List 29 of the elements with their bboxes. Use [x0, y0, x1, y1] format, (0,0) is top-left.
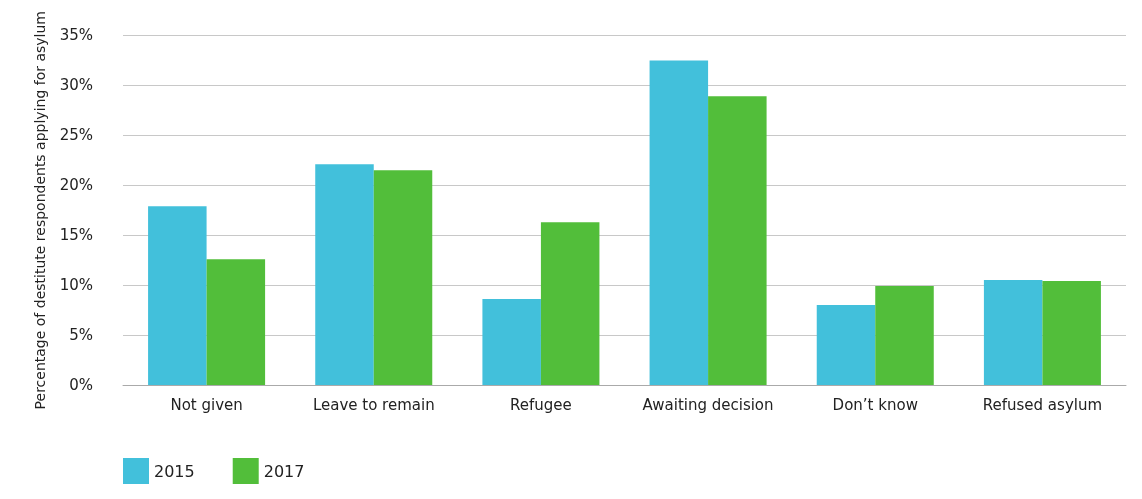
bar	[1042, 281, 1101, 385]
bar	[816, 305, 876, 385]
y-tick-label: 0%	[69, 376, 93, 394]
bar	[875, 286, 934, 385]
y-tick-label: 10%	[59, 276, 93, 295]
y-tick-label: 5%	[69, 326, 93, 345]
y-tick-label: 20%	[59, 176, 93, 195]
bar	[482, 299, 541, 385]
y-tick-label: 35%	[59, 26, 93, 45]
bar	[315, 164, 374, 385]
x-tick-label: Leave to remain	[312, 395, 435, 414]
x-tick-label: Not given	[170, 395, 243, 414]
bar	[148, 206, 207, 385]
bar	[373, 170, 433, 385]
legend-label: 2017	[263, 461, 305, 481]
y-tick-label: 15%	[59, 226, 93, 245]
bar	[983, 280, 1043, 385]
x-tick-label: Don’t know	[832, 395, 918, 414]
y-axis-title: Percentage of destitute respondents applying for asylum	[31, 11, 48, 410]
bar	[540, 222, 600, 385]
bar	[206, 259, 266, 385]
x-tick-label: Awaiting decision	[642, 395, 774, 414]
legend-label: 2015	[154, 461, 195, 481]
x-tick-label: Refused asylum	[982, 395, 1103, 414]
bar	[708, 96, 767, 385]
y-tick-label: 25%	[59, 126, 93, 145]
bar	[649, 60, 709, 385]
y-tick-label: 30%	[59, 76, 93, 95]
x-tick-label: Refugee	[510, 395, 572, 414]
